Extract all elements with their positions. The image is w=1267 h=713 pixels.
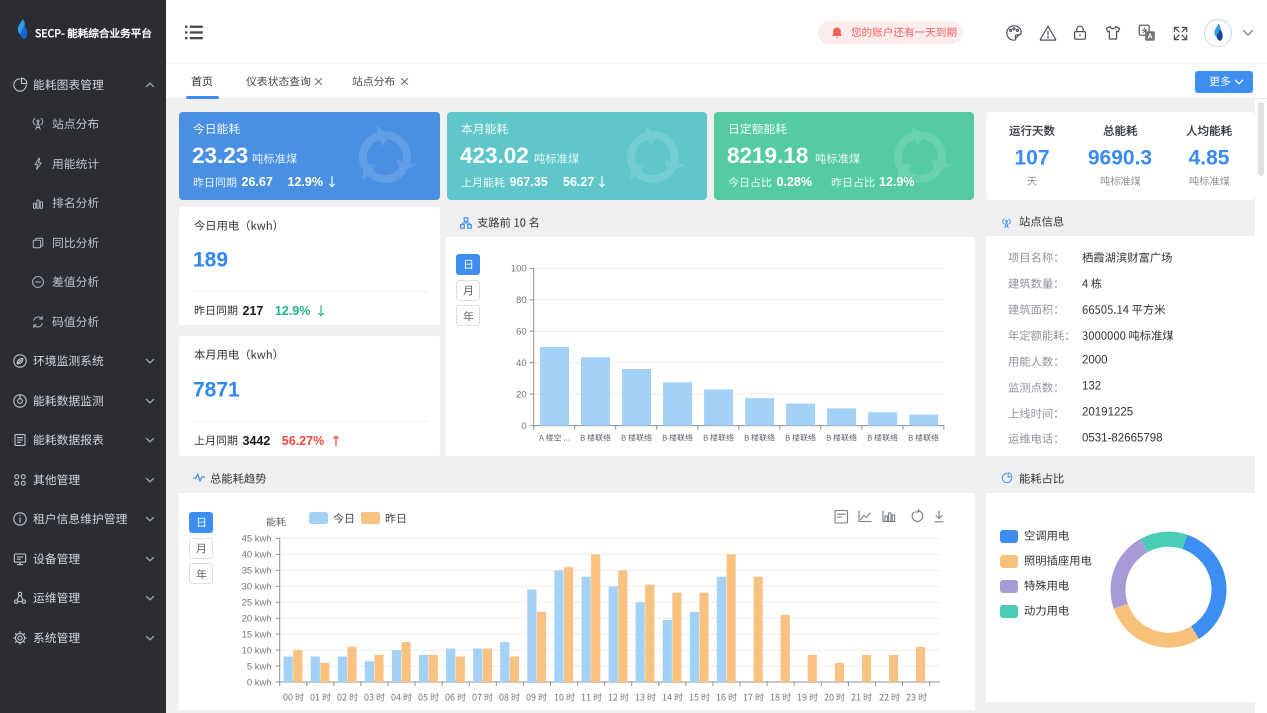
svg-text:10 kwh: 10 kwh xyxy=(242,645,272,656)
svg-text:30 kwh: 30 kwh xyxy=(242,582,272,593)
svg-text:40 kwh: 40 kwh xyxy=(242,550,272,561)
svg-text:100: 100 xyxy=(511,264,527,275)
svg-text:0: 0 xyxy=(521,421,526,432)
svg-text:60: 60 xyxy=(516,327,527,338)
svg-text:80: 80 xyxy=(516,295,527,306)
svg-text:0 kwh: 0 kwh xyxy=(247,677,272,688)
svg-text:20: 20 xyxy=(516,389,527,400)
svg-text:15 kwh: 15 kwh xyxy=(242,629,272,640)
svg-text:40: 40 xyxy=(516,358,527,369)
svg-text:5 kwh: 5 kwh xyxy=(247,661,272,672)
svg-text:20 kwh: 20 kwh xyxy=(242,614,272,625)
svg-text:45 kwh: 45 kwh xyxy=(242,534,272,545)
svg-text:35 kwh: 35 kwh xyxy=(242,566,272,577)
svg-text:25 kwh: 25 kwh xyxy=(242,598,272,609)
svg-text:A: A xyxy=(1147,32,1153,41)
